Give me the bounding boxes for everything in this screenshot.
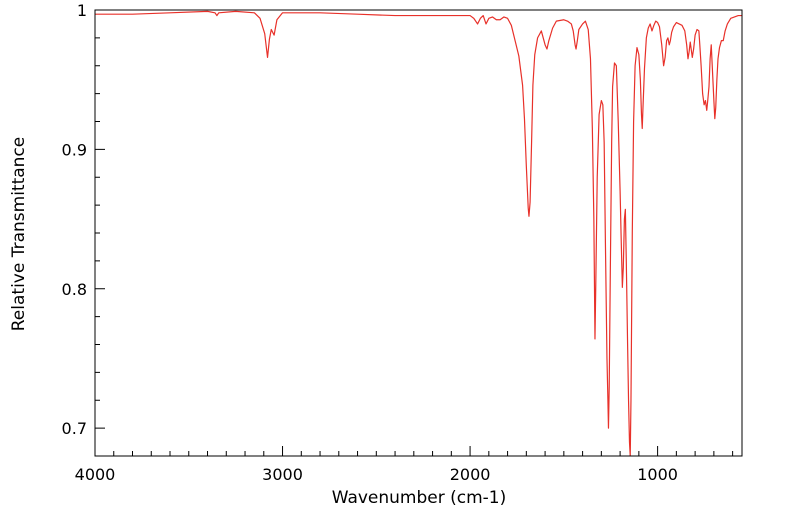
y-axis-title: Relative Transmittance bbox=[9, 137, 29, 332]
x-axis-title: Wavenumber (cm-1) bbox=[332, 488, 507, 508]
y-tick-label: 0.9 bbox=[62, 140, 87, 159]
x-tick-label: 1000 bbox=[637, 465, 678, 484]
spectrum-layer bbox=[95, 10, 742, 456]
axes-layer bbox=[94, 9, 743, 457]
y-tick-label: 0.8 bbox=[62, 280, 87, 299]
plot-frame bbox=[94, 9, 743, 457]
label-layer: Wavenumber (cm-1) Relative Transmittance… bbox=[9, 1, 678, 508]
x-tick-label: 3000 bbox=[262, 465, 303, 484]
spectrum-line bbox=[95, 10, 742, 456]
x-tick-label: 2000 bbox=[450, 465, 491, 484]
y-tick-label: 0.7 bbox=[62, 419, 87, 438]
x-tick-label: 4000 bbox=[75, 465, 116, 484]
y-tick-label: 1 bbox=[77, 1, 87, 20]
